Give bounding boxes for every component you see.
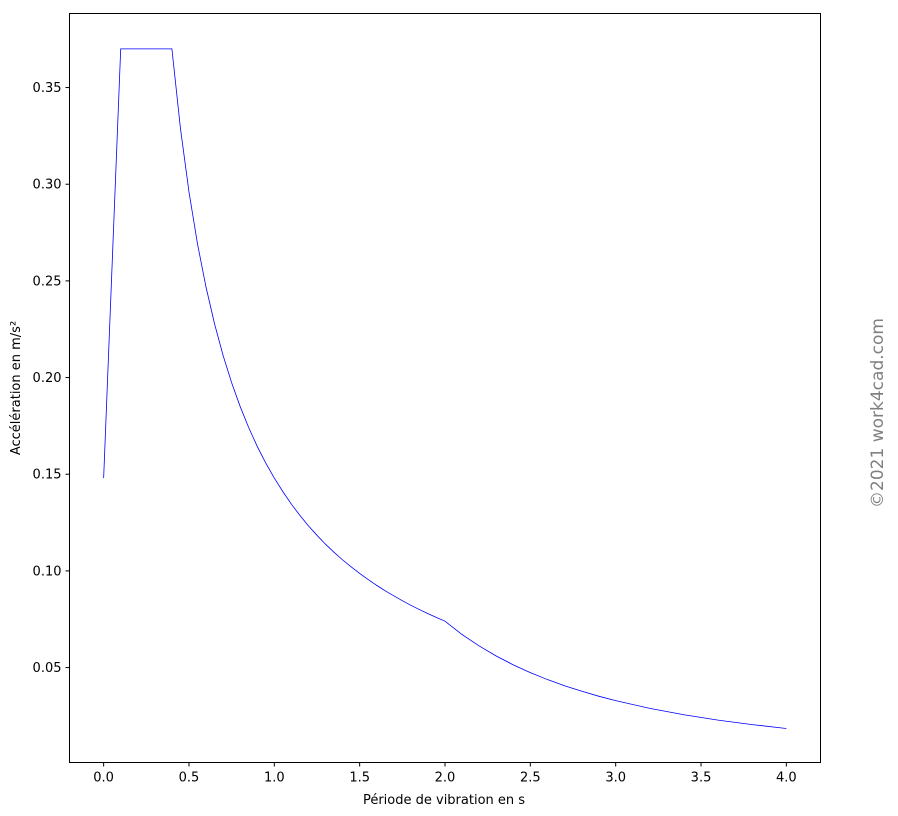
y-tick-label: 0.15: [33, 468, 62, 483]
y-axis-label: Accélération en m/s²: [9, 321, 24, 455]
x-axis-label: Période de vibration en s: [363, 793, 525, 808]
x-tick-label: 2.0: [435, 771, 456, 786]
watermark: ©2021 work4cad.com: [868, 318, 888, 508]
y-tick-label: 0.25: [33, 274, 62, 289]
series-line: [103, 48, 787, 729]
x-tick-label: 2.5: [520, 771, 541, 786]
x-tick-label: 0.5: [179, 771, 200, 786]
x-tick-label: 1.0: [264, 771, 285, 786]
y-tick-label: 0.30: [33, 178, 62, 193]
x-tick-label: 3.0: [605, 771, 626, 786]
plot-frame: [69, 13, 821, 763]
x-tick-label: 0.0: [93, 771, 114, 786]
y-tick-label: 0.20: [33, 371, 62, 386]
y-tick-label: 0.05: [33, 661, 62, 676]
y-tick-label: 0.10: [33, 564, 62, 579]
x-tick-label: 3.5: [691, 771, 712, 786]
y-tick-label: 0.35: [33, 81, 62, 96]
x-tick-label: 1.5: [349, 771, 370, 786]
x-tick-label: 4.0: [776, 771, 797, 786]
